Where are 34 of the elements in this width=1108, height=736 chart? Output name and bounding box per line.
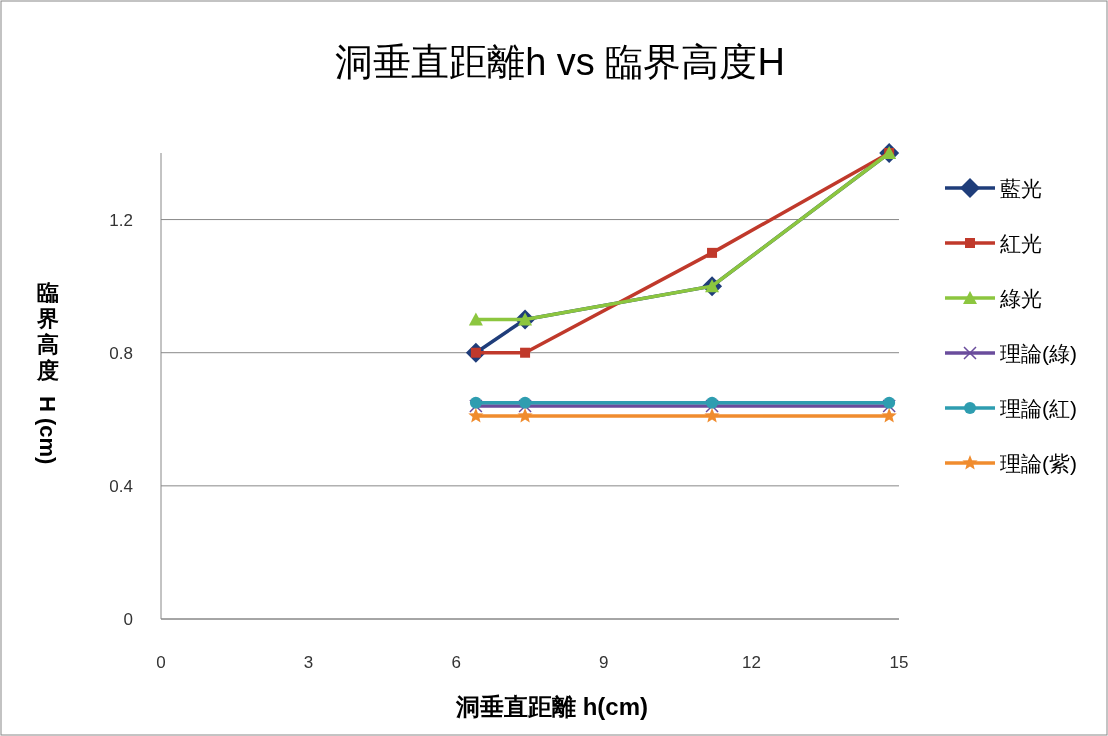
x-tick-label: 15: [889, 653, 909, 672]
point: [519, 396, 532, 409]
y-tick-label: 0.4: [109, 476, 133, 496]
point: [705, 399, 719, 413]
legend-label: 理論(綠): [1000, 342, 1077, 365]
legend-label: 綠光: [999, 287, 1042, 310]
legend-label: 理論(紫): [1000, 452, 1077, 475]
y-tick-label: 1.2: [109, 210, 133, 230]
legend-label: 紅光: [1000, 232, 1042, 255]
x-axis-title: 洞垂直距離 h(cm): [455, 693, 648, 720]
legend-label: 藍光: [1000, 177, 1042, 200]
point: [704, 407, 720, 423]
point: [883, 396, 896, 409]
point: [707, 247, 718, 258]
point: [468, 407, 484, 423]
point: [518, 399, 532, 413]
point: [520, 347, 531, 358]
chart-title: 洞垂直距離h vs 臨界高度H: [335, 41, 785, 83]
point: [469, 399, 483, 413]
y-tick-label: 0: [123, 610, 133, 629]
x-tick-label: 0: [156, 653, 166, 672]
point: [517, 407, 533, 423]
x-tick-label: 3: [303, 653, 314, 672]
point: [882, 399, 896, 413]
point: [469, 396, 482, 409]
x-tick-label: 9: [599, 653, 609, 672]
point: [468, 312, 483, 326]
point: [706, 396, 719, 409]
x-tick-label: 6: [451, 653, 461, 672]
legend-label: 理論(紅): [1000, 397, 1077, 420]
y-axis-title: 臨界高度 H (cm): [35, 280, 60, 465]
x-tick-label: 12: [741, 653, 761, 672]
y-tick-label: 0.8: [109, 343, 133, 363]
point: [881, 407, 897, 423]
